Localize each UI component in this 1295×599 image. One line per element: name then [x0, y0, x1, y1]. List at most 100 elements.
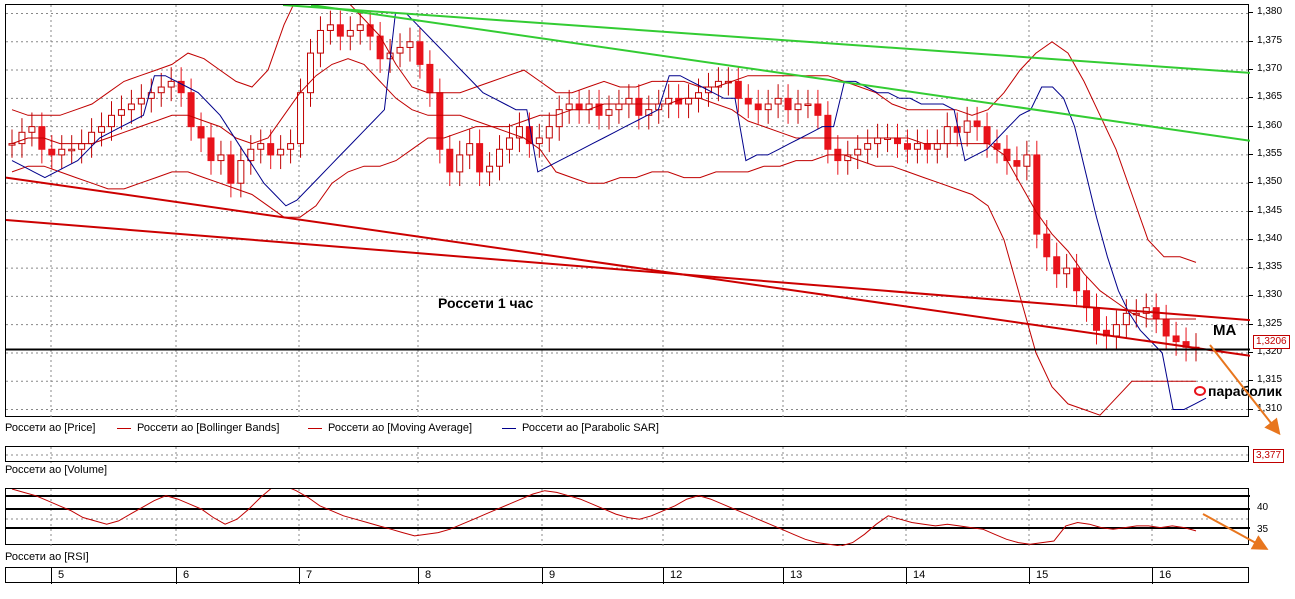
candle-body	[247, 148, 255, 162]
price-tick: 1,365	[1257, 91, 1283, 103]
candle-body	[993, 143, 1001, 150]
candle-body	[595, 103, 603, 116]
candle-body	[1053, 256, 1061, 275]
candle-body	[903, 143, 911, 150]
candle-body	[754, 103, 762, 111]
candle-body	[774, 97, 782, 105]
moving-average	[11, 58, 1196, 320]
candle-body	[854, 148, 862, 156]
candle-body	[456, 154, 464, 173]
price-tick: 1,350	[1257, 176, 1283, 188]
legend-ma: Россети ао [Moving Average]	[308, 422, 472, 434]
candle-body	[227, 154, 235, 184]
resistance-line-1	[282, 5, 1250, 74]
candle-body	[1063, 267, 1071, 275]
time-tick: 12	[663, 568, 682, 584]
current-price-box: 1,3206	[1253, 335, 1290, 349]
time-axis: 5 6 7 8 9 12 13 14 15 16	[5, 567, 1249, 584]
price-tick-mark	[1249, 210, 1253, 212]
parabolic-sar	[11, 13, 1207, 410]
candle-body	[794, 103, 802, 111]
candle-body	[107, 114, 115, 128]
candle-body	[48, 148, 56, 156]
candle-body	[933, 143, 941, 150]
candle-body	[714, 80, 722, 88]
rsi-tick-40: 40	[1257, 502, 1269, 513]
candle-body	[316, 29, 324, 54]
candle-body	[446, 148, 454, 173]
support-line-1	[6, 176, 1250, 357]
candle-body	[744, 97, 752, 105]
candle-body	[1003, 148, 1011, 162]
candle-body	[1172, 335, 1180, 343]
candle-body	[545, 126, 553, 139]
legend-sar: Россети ао [Parabolic SAR]	[502, 422, 659, 434]
candle-body	[635, 97, 643, 116]
rsi-tick-35: 35	[1257, 524, 1269, 535]
candle-body	[197, 126, 205, 139]
candle-body	[167, 80, 175, 88]
candle-body	[117, 109, 125, 116]
candle-body	[416, 41, 424, 65]
price-tick: 1,310	[1257, 402, 1283, 414]
candle-body	[913, 143, 921, 150]
price-tick-mark	[1249, 267, 1253, 269]
price-tick-mark	[1249, 69, 1253, 71]
candle-body	[1033, 154, 1041, 235]
candle-body	[1122, 312, 1130, 326]
price-axis: 1,380 1,375 1,370 1,365 1,360 1,355 1,350 1,345…	[1249, 4, 1295, 417]
candle-body	[98, 126, 106, 133]
candle-body	[605, 109, 613, 116]
candle-body	[625, 97, 633, 105]
price-tick-mark	[1249, 295, 1253, 297]
candle-body	[953, 126, 961, 133]
candle-body	[615, 103, 623, 111]
price-tick-mark	[1249, 380, 1253, 382]
candle-body	[257, 143, 265, 150]
price-tick-mark	[1249, 97, 1253, 99]
rsi-chart	[6, 489, 1250, 546]
candle-body	[486, 165, 494, 173]
candle-body	[505, 137, 513, 150]
candle-body	[88, 131, 96, 145]
candle-body	[1023, 154, 1031, 167]
price-tick-mark	[1249, 125, 1253, 127]
price-chart	[6, 5, 1250, 418]
price-tick: 1,380	[1257, 6, 1283, 18]
candle-body	[973, 120, 981, 128]
candle-body	[814, 103, 822, 116]
candle-body	[1083, 290, 1091, 309]
candle-body	[734, 80, 742, 99]
candle-body	[396, 46, 404, 54]
candle-body	[207, 137, 215, 162]
price-tick: 1,335	[1257, 261, 1283, 273]
candle-body	[983, 126, 991, 145]
bollinger-lower	[11, 126, 1196, 416]
candle-body	[943, 126, 951, 145]
candle-body	[306, 52, 314, 94]
candle-body	[1093, 307, 1101, 331]
candle-body	[147, 92, 155, 99]
time-tick: 15	[1029, 568, 1048, 584]
price-tick: 1,370	[1257, 63, 1283, 75]
candle-body	[177, 80, 185, 94]
candle-body	[764, 103, 772, 111]
candle-body	[515, 126, 523, 139]
candle-body	[287, 143, 295, 150]
parabolic-marker-icon	[1194, 386, 1206, 396]
legend-price: Россети ао [Price]	[5, 422, 96, 434]
candle-body	[366, 24, 374, 37]
candle-body	[217, 154, 225, 162]
candle-body	[923, 143, 931, 150]
candle-body	[28, 126, 36, 133]
volume-pane	[5, 446, 1250, 463]
candle-body	[8, 143, 16, 146]
price-tick: 1,340	[1257, 232, 1283, 244]
candle-body	[346, 29, 354, 37]
price-tick-mark	[1249, 408, 1253, 410]
rsi-line	[11, 489, 1197, 546]
price-tick: 1,355	[1257, 147, 1283, 159]
support-line-2	[6, 218, 1250, 322]
price-pane: Россети 1 час MA параболик	[5, 4, 1282, 418]
price-tick: 1,330	[1257, 289, 1283, 301]
